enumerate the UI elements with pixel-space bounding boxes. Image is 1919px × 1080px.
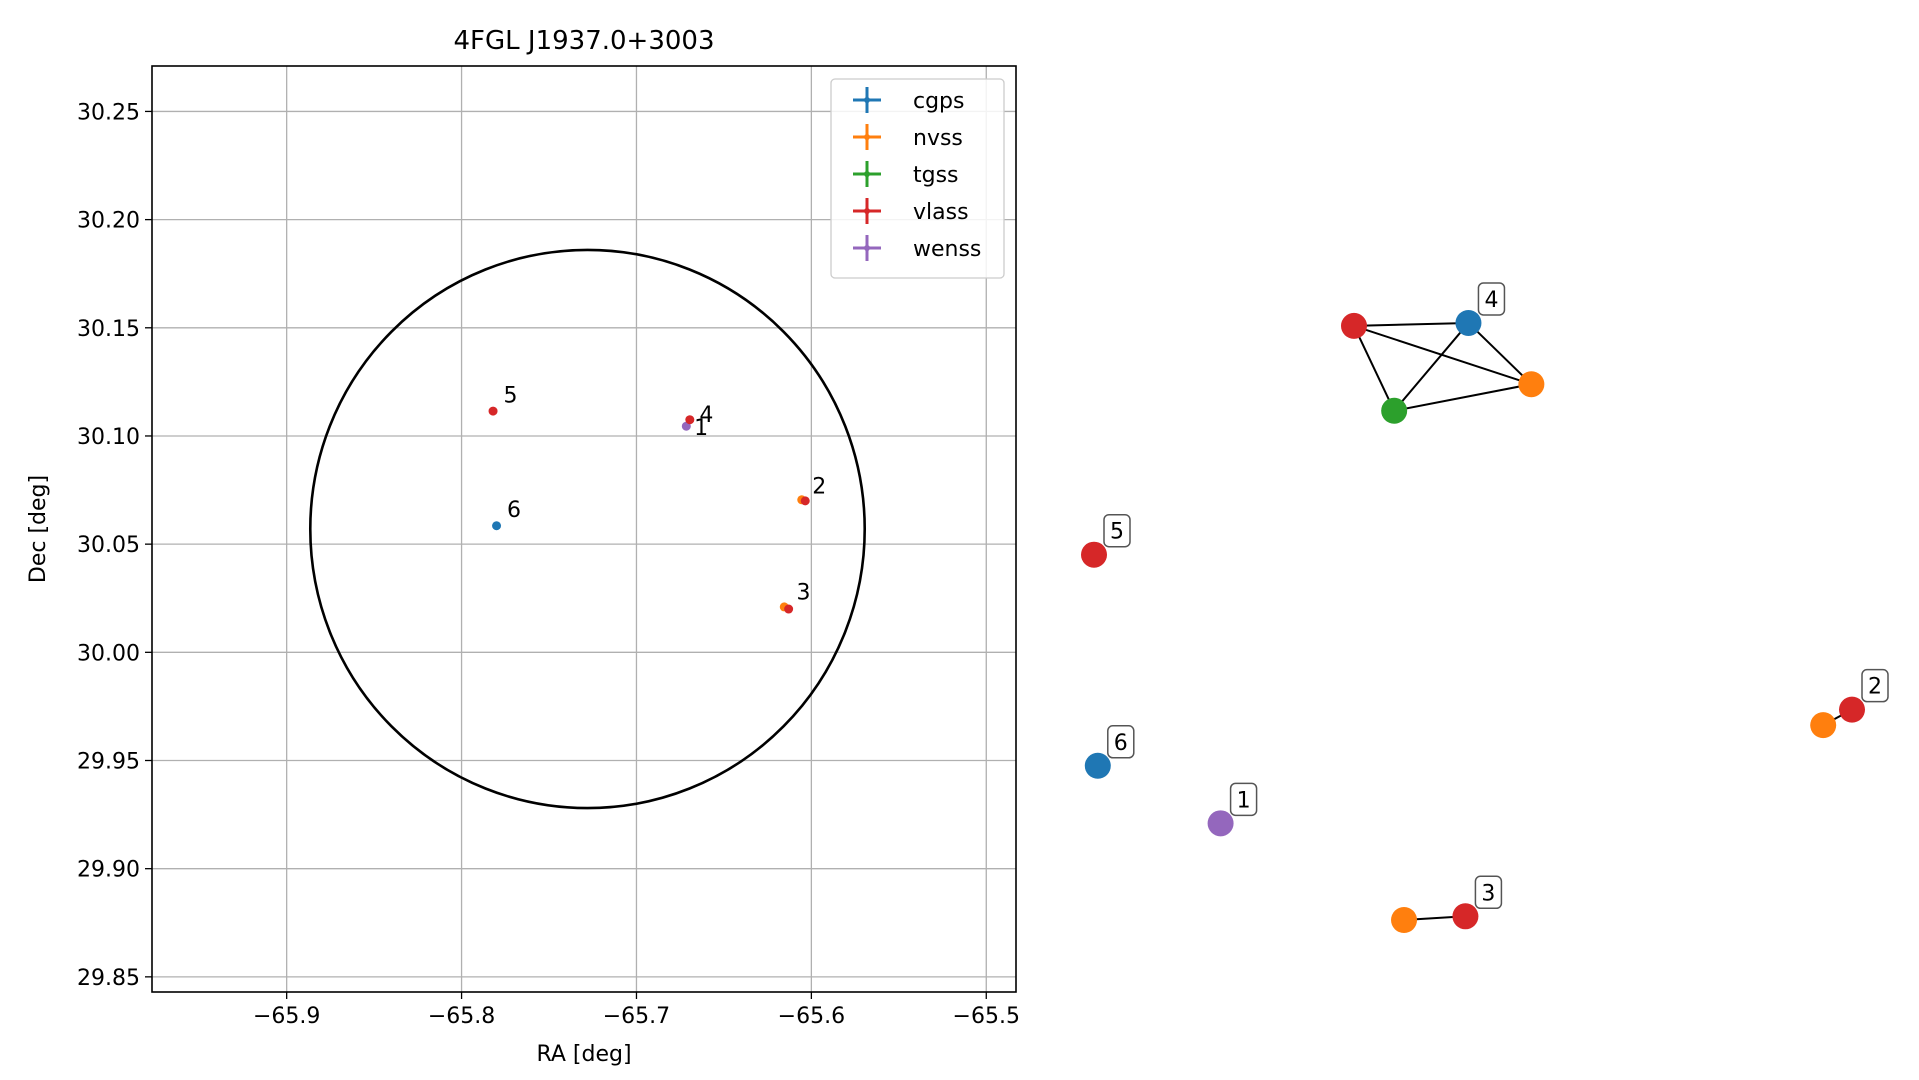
grid — [152, 66, 1016, 992]
legend-box — [830, 78, 1005, 279]
point-vlass — [685, 415, 695, 425]
network-edge — [1393, 322, 1470, 412]
x-tick-label: −65.9 — [253, 1004, 320, 1029]
points-layer — [488, 406, 810, 614]
point-vlass — [488, 406, 498, 416]
y-tick-label: 30.10 — [77, 425, 140, 450]
chart-title: 4FGL J1937.0+3003 — [454, 26, 715, 56]
legend-label-vlass: vlass — [913, 200, 969, 225]
network-node-vlass — [1340, 312, 1367, 339]
network-labels: 4 5 2 6 1 3 — [1103, 282, 1889, 910]
y-tick-label: 30.20 — [77, 209, 140, 234]
network-node-cgps — [1084, 752, 1111, 779]
y-tick-label: 29.90 — [77, 858, 140, 883]
network-label: 1 — [1229, 782, 1258, 817]
y-tick-label: 30.15 — [77, 317, 140, 342]
network-edge — [1467, 322, 1533, 385]
legend: cgps nvss tgss vlass wenss — [830, 78, 1005, 279]
network-node-tgss — [1381, 397, 1408, 424]
legend-dot-vlass — [864, 208, 870, 214]
network-label-text: 3 — [1481, 881, 1495, 906]
y-tick-label: 30.25 — [77, 100, 140, 125]
legend-dot-wenss — [864, 245, 870, 251]
network-edge — [1353, 324, 1532, 386]
network-edge — [1353, 321, 1469, 327]
point-label: 1 — [694, 416, 708, 441]
legend-label-wenss: wenss — [913, 237, 981, 262]
network-label-text: 5 — [1110, 520, 1124, 545]
x-tick-label: −65.8 — [428, 1004, 495, 1029]
network-node-vlass — [1452, 903, 1479, 930]
network-node-wenss — [1207, 810, 1234, 837]
network-panel: 4 5 2 6 1 3 — [1081, 282, 1889, 933]
error-ellipse — [308, 248, 867, 810]
x-axis-label: RA [deg] — [536, 1042, 631, 1067]
network-label-text: 1 — [1237, 788, 1251, 813]
legend-dot-nvss — [864, 134, 870, 140]
point-label: 6 — [507, 498, 521, 523]
ticks: −65.9 −65.8 −65.7 −65.6 −65.5 29.85 29.90 29.95… — [77, 100, 1020, 1029]
point-label: 3 — [797, 580, 811, 605]
network-nodes — [1081, 309, 1865, 933]
network-edge — [1353, 325, 1396, 412]
legend-label-nvss: nvss — [913, 126, 963, 151]
point-label: 2 — [812, 474, 826, 499]
point-labels: 14 2 3 5 6 — [504, 383, 827, 605]
y-tick-label: 29.95 — [77, 750, 140, 775]
network-node-nvss — [1518, 371, 1545, 398]
x-tick-label: −65.7 — [603, 1004, 670, 1029]
network-label-box — [1103, 513, 1131, 548]
network-node-vlass — [1081, 541, 1107, 568]
ellipse-layer — [308, 248, 867, 810]
scatter-panel: 14 2 3 5 6 −65.9 −65.8 −65.7 −65.6 −65.5 29.85 29.… — [26, 26, 1020, 1067]
x-tick-label: −65.6 — [778, 1004, 845, 1029]
network-label-box — [1477, 282, 1506, 316]
legend-label-tgss: tgss — [913, 163, 959, 188]
network-label-box — [1861, 668, 1889, 703]
network-node-vlass — [1839, 696, 1865, 723]
network-label-text: 4 — [1484, 288, 1498, 313]
y-tick-label: 30.05 — [77, 533, 140, 558]
network-node-cgps — [1455, 309, 1482, 336]
y-tick-label: 30.00 — [77, 641, 140, 666]
point-vlass — [800, 496, 810, 506]
network-label-box — [1107, 725, 1135, 759]
network-label-box — [1474, 875, 1503, 910]
network-label: 2 — [1861, 668, 1889, 703]
legend-dot-cgps — [864, 97, 870, 103]
network-edge — [1393, 383, 1532, 412]
legend-entry-tgss: tgss — [853, 161, 959, 188]
legend-entry-wenss: wenss — [853, 235, 981, 262]
x-tick-label: −65.5 — [953, 1004, 1020, 1029]
point-cgps — [492, 521, 502, 531]
network-label-text: 2 — [1868, 675, 1882, 700]
point-vlass — [784, 604, 794, 614]
legend-entry-nvss: nvss — [853, 124, 963, 151]
point-label: 5 — [504, 383, 518, 408]
y-tick-label: 29.85 — [77, 966, 140, 991]
legend-entry-vlass: vlass — [853, 198, 969, 225]
network-label: 4 — [1477, 282, 1506, 316]
network-label: 3 — [1474, 875, 1503, 910]
network-label: 5 — [1103, 513, 1131, 548]
legend-label-cgps: cgps — [913, 89, 965, 114]
network-label-box — [1229, 782, 1258, 817]
network-label: 6 — [1107, 725, 1135, 759]
legend-dot-tgss — [864, 171, 870, 177]
network-node-nvss — [1391, 907, 1418, 933]
network-label-text: 6 — [1114, 731, 1128, 756]
y-axis-label: Dec [deg] — [26, 475, 51, 583]
point-label: 4 — [699, 403, 713, 428]
axes-frame — [151, 65, 1017, 993]
network-node-nvss — [1810, 712, 1837, 739]
legend-entry-cgps: cgps — [853, 87, 965, 114]
